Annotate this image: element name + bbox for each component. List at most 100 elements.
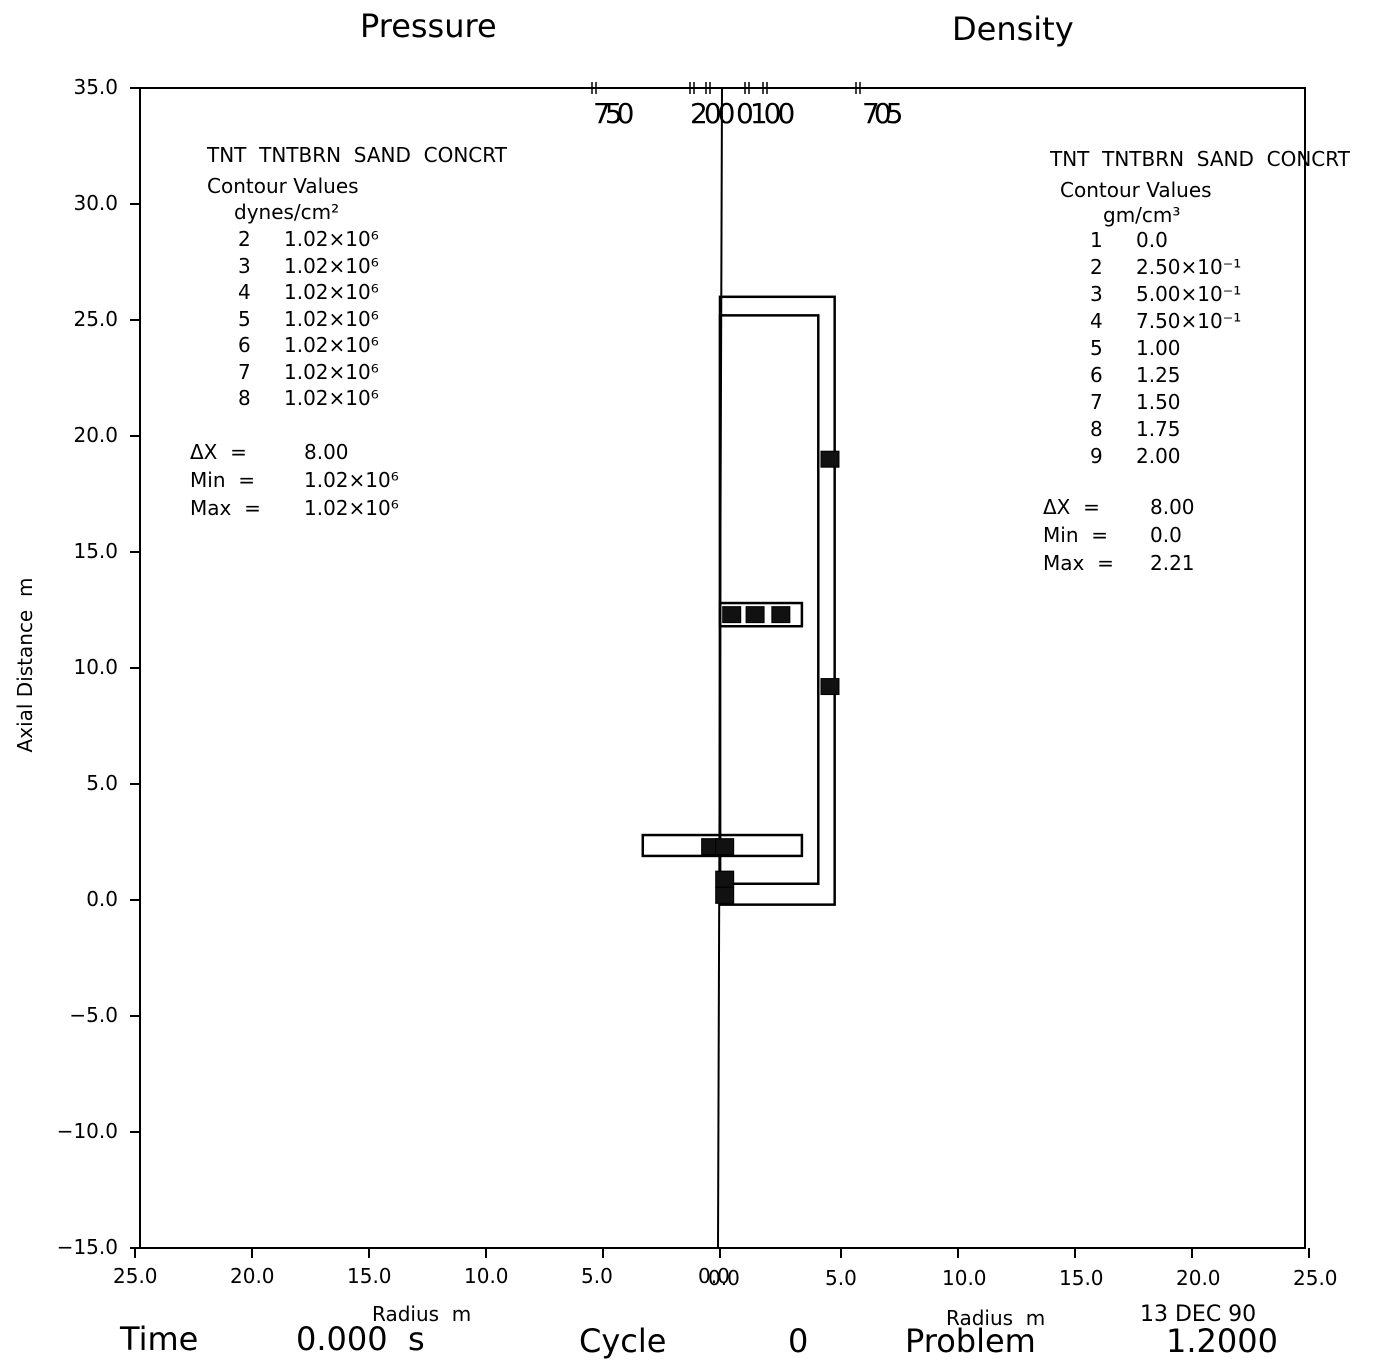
contour-marker (820, 678, 840, 696)
y-tick-label: −5.0 (69, 1003, 118, 1027)
geometry-outlines (641, 295, 836, 906)
y-tick-label: 30.0 (73, 191, 118, 215)
density-legend-header: Contour Values (1060, 178, 1212, 202)
footer-date: 13 DEC 90 (1140, 1302, 1257, 1327)
x-tick-label-right: 25.0 (1293, 1266, 1338, 1290)
pressure-contour-number: 8 (238, 386, 251, 410)
pressure-legend-header: Contour Values (207, 174, 359, 198)
pressure-stat-label: Max = (190, 496, 261, 520)
contour-marker (715, 870, 735, 888)
y-tick-label: 10.0 (73, 655, 118, 679)
pressure-top-tick-label-2: 200 (690, 97, 735, 130)
pressure-contour-value: 1.02×10⁶ (284, 253, 379, 278)
density-stat-value: 8.00 (1150, 495, 1195, 519)
density-stat-value: 2.21 (1150, 551, 1195, 575)
footer-time-label: Time (120, 1320, 199, 1358)
pressure-contour-number: 3 (238, 253, 251, 278)
y-tick-label: 35.0 (73, 75, 118, 99)
density-stat-label: Min = (1043, 523, 1108, 547)
pressure-contour-number: 7 (238, 359, 251, 384)
pressure-contour-number: 6 (238, 333, 251, 357)
density-contour-value: 2.50×10⁻¹ (1136, 255, 1242, 279)
density-contour-number: 9 (1090, 444, 1103, 468)
density-contour-number: 4 (1090, 309, 1103, 333)
pressure-contour-value: 1.02×10⁶ (284, 386, 379, 410)
contour-marker (820, 450, 840, 468)
x-tick-label-right: 10.0 (942, 1266, 987, 1290)
y-tick-label: 20.0 (73, 423, 118, 447)
density-contour-number: 7 (1090, 390, 1103, 414)
density-contour-number: 6 (1090, 363, 1103, 387)
footer-cycle-label: Cycle (579, 1322, 667, 1360)
x-axis-label-right: Radius m (946, 1306, 1046, 1330)
footer-problem-value: 1.2000 (1166, 1322, 1278, 1360)
density-contour-value: 7.50×10⁻¹ (1136, 309, 1242, 333)
y-tick-label: −15.0 (56, 1235, 118, 1259)
x-tick-label-left: 5.0 (581, 1264, 613, 1288)
y-tick-label: 15.0 (73, 539, 118, 563)
density-contour-value: 1.00 (1136, 336, 1181, 360)
density-stat-value: 0.0 (1150, 523, 1182, 547)
shelf-upper (718, 601, 804, 628)
density-stat-label: Max = (1043, 551, 1114, 575)
density-contour-value: 1.50 (1136, 390, 1181, 414)
contour-marker (745, 606, 765, 624)
density-contour-number: 2 (1090, 255, 1103, 279)
density-top-tick-label-2: 705 (862, 97, 904, 130)
pressure-contour-number: 2 (238, 227, 251, 251)
pressure-title: Pressure (360, 7, 497, 45)
top-axis-ticks (591, 82, 861, 94)
pressure-contour-value: 1.02×10⁶ (284, 333, 379, 357)
density-contour-value: 2.00 (1136, 444, 1181, 468)
y-tick-label: 0.0 (86, 887, 118, 911)
pressure-stat-value: 1.02×10⁶ (304, 468, 399, 492)
contour-marker (715, 838, 735, 856)
footer-problem-label: Problem (905, 1322, 1036, 1360)
contour-marker (715, 886, 735, 904)
shelf-lower (641, 833, 804, 858)
density-contour-value: 1.75 (1136, 417, 1181, 441)
density-legend-materials: TNT TNTBRN SAND CONCRT (1050, 147, 1350, 171)
density-title: Density (952, 10, 1074, 48)
pressure-contour-number: 5 (238, 306, 251, 331)
density-contour-value: 5.00×10⁻¹ (1136, 282, 1242, 306)
y-tick-label: 25.0 (73, 307, 118, 331)
x-axis-ticks (134, 1248, 1310, 1258)
contour-marker (771, 606, 791, 624)
pressure-contour-number: 4 (238, 280, 251, 304)
pressure-contour-value: 1.02×10⁶ (284, 227, 379, 251)
density-contour-number: 3 (1090, 282, 1103, 306)
y-tick-label: 5.0 (86, 771, 118, 795)
x-tick-label-right: 15.0 (1059, 1266, 1104, 1290)
density-legend-units: gm/cm³ (1103, 203, 1181, 227)
x-tick-label-left: 15.0 (347, 1264, 392, 1288)
pressure-legend-materials: TNT TNTBRN SAND CONCRT (207, 143, 507, 167)
density-contour-value: 1.25 (1136, 363, 1181, 387)
x-tick-label-right: 0.0 (708, 1266, 740, 1290)
pressure-contour-value: 1.02×10⁶ (284, 306, 379, 331)
y-axis-ticks (130, 87, 140, 1249)
pressure-contour-value: 1.02×10⁶ (284, 280, 379, 304)
pressure-stat-value: 8.00 (304, 440, 349, 464)
x-tick-label-left: 20.0 (230, 1264, 275, 1288)
pressure-stat-value: 1.02×10⁶ (304, 496, 399, 520)
x-tick-label-right: 20.0 (1176, 1266, 1221, 1290)
inner-wall (718, 314, 820, 886)
x-axis-label-left: Radius m (372, 1302, 472, 1326)
density-contour-number: 5 (1090, 336, 1103, 360)
density-top-tick-label-1: 0100 (736, 97, 795, 130)
pressure-top-tick-label-1: 750 (593, 97, 635, 130)
contour-marker (722, 606, 742, 624)
pressure-stat-label: ΔX = (190, 440, 247, 464)
x-tick-label-right: 5.0 (825, 1266, 857, 1290)
footer-cycle-value: 0 (788, 1322, 809, 1360)
contour-markers (701, 450, 840, 904)
density-contour-value: 0.0 (1136, 228, 1168, 252)
footer-time-value: 0.000 s (296, 1320, 425, 1358)
pressure-stat-label: Min = (190, 468, 255, 492)
x-tick-label-left: 10.0 (464, 1264, 509, 1288)
pressure-legend-units: dynes/cm² (234, 200, 340, 224)
y-tick-label: −10.0 (56, 1119, 118, 1143)
density-stat-label: ΔX = (1043, 495, 1100, 519)
